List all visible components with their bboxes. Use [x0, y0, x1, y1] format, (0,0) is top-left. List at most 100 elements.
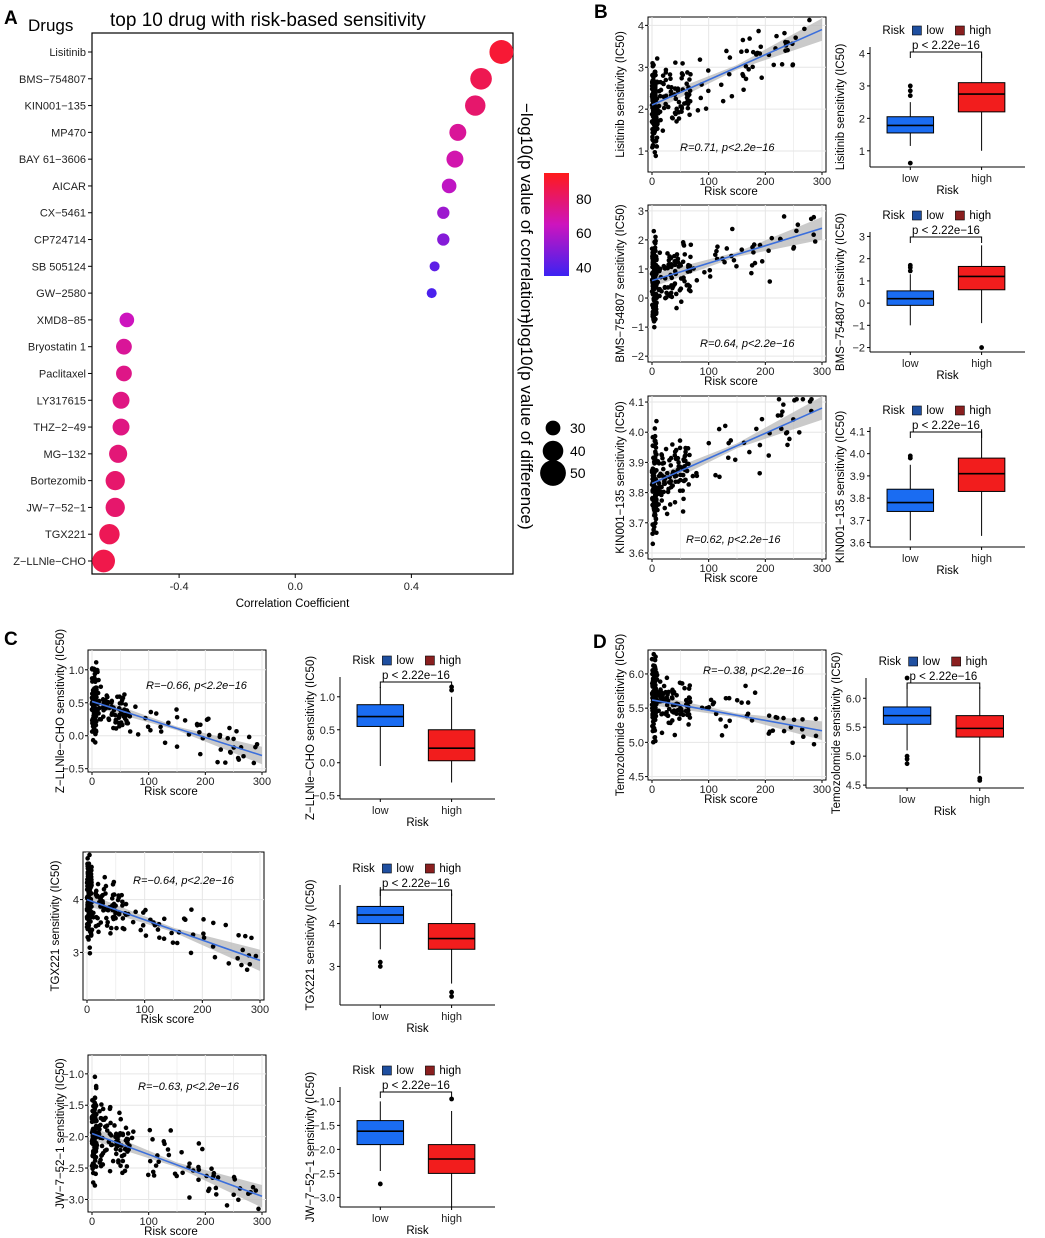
scatter-point: [94, 1145, 99, 1151]
scatter-point: [666, 706, 672, 712]
scatter-point: [713, 472, 718, 478]
scatter-point: [92, 1095, 98, 1101]
y-tick-label: 4: [859, 48, 865, 60]
scatter-point: [182, 718, 188, 723]
scatter-point: [654, 144, 660, 149]
y-tick-label: 0: [859, 298, 865, 310]
scatter-point: [223, 922, 229, 928]
scatter-point: [651, 725, 657, 731]
scatter-point: [150, 1137, 155, 1142]
scatter-point: [189, 907, 194, 912]
scatter-point: [753, 52, 759, 57]
y-tick-label: 3: [859, 81, 865, 93]
y-tick-label: −2.5: [62, 1163, 84, 1175]
box-outlier: [907, 262, 913, 268]
y-tick-label: −2: [852, 343, 865, 355]
y-tick-label: 4.5: [629, 772, 644, 784]
y-axis-title: JW−7−52−1 sensitivity (IC50): [305, 1072, 317, 1223]
scatter-point: [759, 416, 765, 422]
box-outlier: [449, 687, 454, 693]
scatter-point: [231, 1192, 236, 1198]
y-axis-title: Drugs: [28, 16, 73, 35]
x-axis-title: Risk score: [704, 794, 758, 806]
x-tick-label: low: [372, 805, 389, 817]
box-outlier: [377, 1181, 383, 1187]
scatter-point: [681, 242, 686, 247]
x-tick-label: 200: [756, 366, 774, 378]
scatter-point: [750, 244, 755, 250]
scatter-point: [663, 77, 669, 83]
y-axis-title: BMS−754807 sensitivity (IC50): [615, 204, 627, 362]
scatter-point: [799, 727, 805, 732]
legend-swatch-high: [955, 25, 965, 36]
scatter-point: [675, 455, 681, 461]
box-outlier: [449, 994, 454, 999]
scatter-point: [103, 907, 109, 912]
scatter-point: [674, 305, 679, 311]
scatter-point: [652, 124, 658, 130]
scatter-point: [759, 75, 764, 81]
y-tick-label: 2: [859, 113, 865, 125]
scatter-point: [766, 453, 772, 458]
scatter-point: [682, 454, 688, 459]
scatter-point: [213, 1185, 219, 1191]
scatter-point: [779, 62, 785, 67]
box-high: [427, 923, 476, 950]
scatter-point: [170, 940, 176, 945]
scatter-point: [775, 413, 781, 418]
scatter-point: [651, 704, 656, 710]
scatter-point: [650, 250, 656, 255]
scatter-point: [89, 729, 95, 734]
scatter-point: [718, 717, 723, 722]
scatter-point: [730, 226, 735, 232]
box-low: [356, 704, 405, 727]
scatter-point: [201, 931, 206, 936]
scatter-point: [686, 482, 692, 487]
x-tick-label: 0: [649, 176, 655, 188]
scatter-point: [749, 718, 755, 723]
scatter-point: [663, 70, 669, 75]
scatter-point: [671, 689, 677, 695]
scatter-point: [85, 856, 90, 861]
y-tick-label: −2.0: [62, 1132, 84, 1144]
scatter-point: [91, 666, 97, 672]
scatter-point: [698, 95, 704, 101]
scatter-point: [158, 729, 164, 734]
box-outlier: [907, 83, 913, 89]
scatter-point: [657, 679, 663, 684]
scatter-point: [151, 1173, 157, 1178]
x-tick-label: 300: [813, 366, 831, 378]
y-axis-title: BMS−754807 sensitivity (IC50): [835, 213, 847, 371]
x-tick-label: 100: [139, 1216, 157, 1228]
scatter-point: [118, 1116, 124, 1122]
scatter-point: [767, 279, 773, 284]
scatter-point: [256, 1206, 261, 1212]
scatter-point: [90, 1180, 96, 1185]
legend-title: Risk: [352, 1065, 375, 1077]
y-axis-title: JW−7−52−1 sensitivity (IC50): [55, 1058, 67, 1209]
scatter-point: [653, 234, 658, 240]
x-axis-title: Risk: [934, 806, 957, 818]
scatter-point: [196, 1177, 201, 1183]
scatter-point: [783, 430, 789, 436]
y-tick-label: 3.7: [850, 515, 865, 527]
scatter-point: [87, 950, 93, 956]
y-axis-title: Lisitinib sensitivity (IC50): [615, 31, 627, 158]
scatter-point: [729, 93, 735, 99]
x-tick-label: -0.4: [170, 581, 189, 593]
scatter-point: [676, 460, 681, 465]
scatter-point: [120, 903, 125, 908]
scatter-point: [682, 464, 687, 469]
scatter-point: [244, 967, 250, 973]
scatter-point: [791, 717, 797, 723]
scatter-point: [250, 1184, 256, 1190]
y-tick-label: −1.0: [62, 1069, 84, 1081]
drug-label: MG−132: [44, 449, 87, 461]
size-legend-label: 40: [570, 443, 586, 459]
y-tick-label: 2: [859, 254, 865, 266]
x-tick-label: 100: [135, 1004, 153, 1016]
drug-bubble: [109, 444, 128, 463]
scatter-point: [231, 736, 236, 742]
drug-label: CP724714: [34, 235, 86, 247]
